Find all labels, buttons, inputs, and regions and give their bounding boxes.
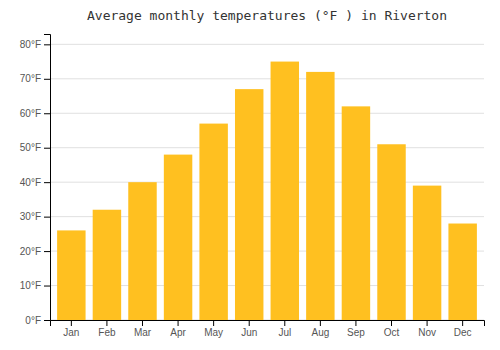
x-tick: Jul bbox=[278, 320, 291, 338]
y-tick-label: 20°F bbox=[20, 246, 41, 257]
x-tick-mark bbox=[71, 320, 72, 326]
y-tick-label: 60°F bbox=[20, 108, 41, 119]
grid-line bbox=[50, 147, 484, 148]
bars bbox=[57, 62, 477, 320]
y-axis-line bbox=[44, 35, 51, 321]
x-tick-mark bbox=[142, 320, 143, 326]
y-tick: 60°F bbox=[20, 108, 50, 119]
x-tick-label: Jan bbox=[63, 327, 79, 338]
x-tick: Sep bbox=[347, 320, 365, 338]
x-tick: Jan bbox=[63, 320, 79, 338]
x-tick: Aug bbox=[311, 320, 329, 338]
plot-area: 0°F 10°F 20°F 30°F 40°F 50°F 60°F 70°F 80°F Jan Fe… bbox=[20, 35, 485, 339]
y-tick-label: 50°F bbox=[20, 142, 41, 153]
bar bbox=[93, 210, 121, 320]
bar bbox=[448, 224, 476, 320]
x-tick-mark bbox=[391, 320, 392, 326]
y-tick-mark bbox=[44, 320, 50, 321]
y-axis: 0°F 10°F 20°F 30°F 40°F 50°F 60°F 70°F 80°F bbox=[20, 35, 51, 326]
x-tick: Apr bbox=[170, 320, 186, 338]
x-tick-mark bbox=[320, 320, 321, 326]
bar bbox=[342, 106, 370, 320]
grid-line bbox=[50, 78, 484, 79]
x-axis: Jan Feb Mar Apr May Jun Jul Aug Sep Oct Nov Dec bbox=[51, 320, 485, 338]
y-tick-mark bbox=[44, 217, 50, 218]
bar bbox=[57, 230, 85, 320]
y-tick-label: 0°F bbox=[25, 315, 41, 326]
x-tick-mark bbox=[284, 320, 285, 326]
y-tick-label: 40°F bbox=[20, 177, 41, 188]
x-tick-label: Feb bbox=[98, 327, 116, 338]
x-tick-label: Aug bbox=[311, 327, 329, 338]
x-tick-mark bbox=[106, 320, 107, 326]
y-tick: 10°F bbox=[20, 280, 50, 291]
grid-line bbox=[50, 44, 484, 45]
y-tick-label: 80°F bbox=[20, 39, 41, 50]
y-tick-label: 10°F bbox=[20, 280, 41, 291]
y-tick-mark bbox=[44, 251, 50, 252]
x-tick-mark bbox=[249, 320, 250, 326]
y-tick-mark bbox=[44, 44, 50, 45]
bar bbox=[199, 124, 227, 320]
x-tick-label: May bbox=[204, 327, 223, 338]
bar bbox=[235, 89, 263, 320]
y-tick: 80°F bbox=[20, 39, 50, 50]
x-tick: Mar bbox=[134, 320, 152, 338]
y-tick-mark bbox=[44, 182, 50, 183]
bar bbox=[271, 62, 299, 320]
y-tick: 0°F bbox=[25, 315, 50, 326]
x-tick: May bbox=[204, 320, 223, 338]
x-tick: Nov bbox=[418, 320, 436, 338]
bar bbox=[413, 186, 441, 320]
y-tick-mark bbox=[44, 148, 50, 149]
x-tick-label: Jun bbox=[241, 327, 257, 338]
x-tick: Dec bbox=[454, 320, 472, 338]
x-tick-mark bbox=[427, 320, 428, 326]
x-tick-label: Mar bbox=[134, 327, 152, 338]
y-tick-mark bbox=[44, 79, 50, 80]
grid-line bbox=[50, 182, 484, 183]
y-tick: 20°F bbox=[20, 246, 50, 257]
x-tick: Feb bbox=[98, 320, 116, 338]
bar bbox=[377, 144, 405, 320]
x-tick-label: Nov bbox=[418, 327, 436, 338]
x-tick: Jun bbox=[241, 320, 257, 338]
y-tick-mark bbox=[44, 113, 50, 114]
x-tick-label: Apr bbox=[170, 327, 186, 338]
y-tick-label: 30°F bbox=[20, 211, 41, 222]
title: Average monthly temperatures (°F ) in Ri… bbox=[87, 8, 447, 23]
grid bbox=[50, 44, 484, 320]
x-tick-label: Dec bbox=[454, 327, 472, 338]
y-tick: 70°F bbox=[20, 73, 50, 84]
x-axis-line bbox=[51, 321, 485, 327]
y-tick-label: 70°F bbox=[20, 73, 41, 84]
y-tick: 40°F bbox=[20, 177, 50, 188]
x-tick-mark bbox=[462, 320, 463, 326]
bar bbox=[164, 155, 192, 320]
x-tick-label: Jul bbox=[278, 327, 291, 338]
x-tick-mark bbox=[355, 320, 356, 326]
y-tick: 30°F bbox=[20, 211, 50, 222]
x-tick-label: Oct bbox=[384, 327, 400, 338]
bar bbox=[306, 72, 334, 320]
x-tick-label: Sep bbox=[347, 327, 365, 338]
y-tick-mark bbox=[44, 286, 50, 287]
chart-svg: 0°F 10°F 20°F 30°F 40°F 50°F 60°F 70°F 80°F Jan Fe… bbox=[0, 0, 500, 350]
bar bbox=[128, 182, 156, 320]
x-tick: Oct bbox=[384, 320, 400, 338]
y-tick: 50°F bbox=[20, 142, 50, 153]
x-tick-mark bbox=[213, 320, 214, 326]
grid-line bbox=[50, 113, 484, 114]
x-tick-mark bbox=[178, 320, 179, 326]
